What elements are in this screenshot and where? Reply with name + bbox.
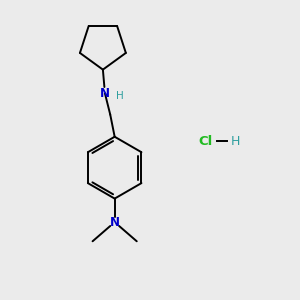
Text: H: H <box>116 91 124 101</box>
Text: Cl: Cl <box>199 135 213 148</box>
Text: N: N <box>100 87 110 100</box>
Text: N: N <box>110 216 120 229</box>
Text: H: H <box>231 135 240 148</box>
